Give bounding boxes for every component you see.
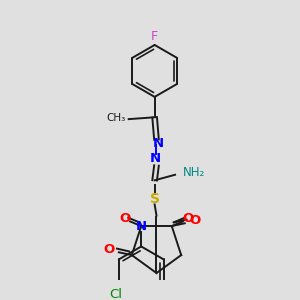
Text: NH₂: NH₂ [182, 167, 205, 179]
Text: S: S [150, 192, 160, 206]
Text: F: F [151, 30, 158, 43]
Text: N: N [150, 152, 161, 166]
Text: CH₃: CH₃ [106, 113, 126, 123]
Text: O: O [183, 212, 194, 225]
Text: N: N [136, 220, 147, 232]
Text: O: O [103, 243, 114, 256]
Text: N: N [153, 137, 164, 150]
Text: Cl: Cl [110, 288, 122, 300]
Text: O: O [189, 214, 201, 227]
Text: O: O [119, 212, 130, 225]
